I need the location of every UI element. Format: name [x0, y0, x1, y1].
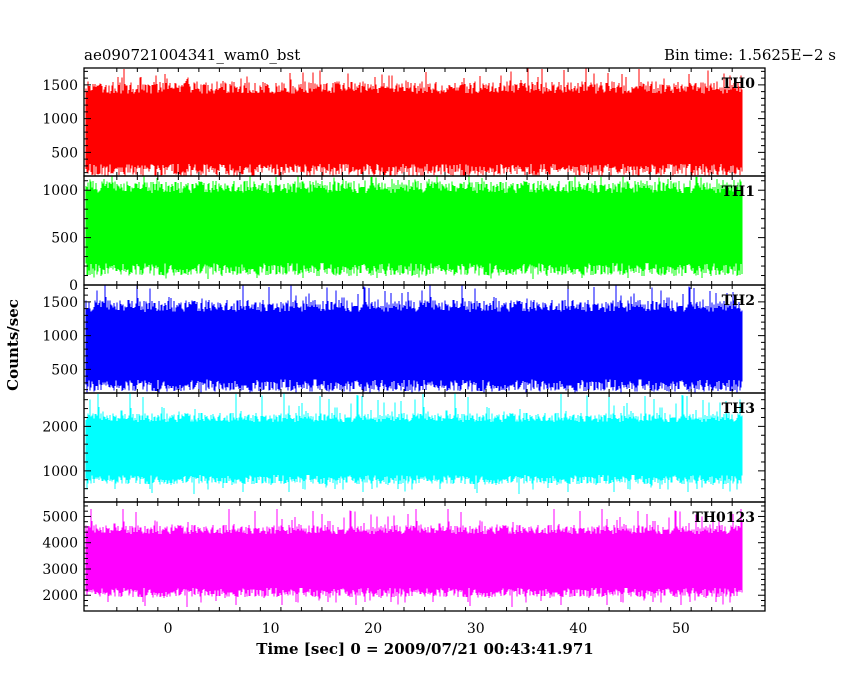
y-tick-label: 1500 — [42, 295, 78, 311]
panels-group: 500 1000 1500 TH0 0 500 1000 TH1 500 1000 1500 TH2 1… — [42, 67, 766, 612]
panel-label-th1: TH1 — [722, 184, 755, 200]
x-axis-title: Time [sec] 0 = 2009/07/21 00:43:41.971 — [256, 640, 593, 658]
y-tick-label: 1000 — [42, 112, 78, 128]
y-tick-label: 4000 — [42, 536, 78, 552]
y-tick-label: 500 — [51, 231, 78, 247]
plot-title-left: ae090721004341_wam0_bst — [84, 46, 300, 64]
series-trace-th3 — [85, 393, 743, 494]
y-tick-label: 0 — [69, 278, 78, 294]
panel-label-th2: TH2 — [722, 293, 755, 309]
x-tick-label: 0 — [164, 621, 173, 637]
panel-th0: 500 1000 1500 TH0 — [42, 67, 766, 177]
y-tick-label: 5000 — [42, 509, 78, 525]
series-trace-th0 — [85, 68, 743, 176]
series-trace-th2 — [85, 285, 743, 393]
panel-th1: 0 500 1000 TH1 — [42, 175, 766, 294]
y-tick-label: 2000 — [42, 588, 78, 604]
x-tick-label: 30 — [467, 621, 485, 637]
y-tick-label: 1500 — [42, 78, 78, 94]
series-trace-th1 — [85, 176, 743, 280]
y-tick-label: 1000 — [42, 183, 78, 199]
x-tick-label: 20 — [364, 621, 382, 637]
panel-th3: 1000 2000 TH3 — [42, 392, 766, 503]
panel-label-th0123: TH0123 — [692, 510, 755, 526]
y-tick-label: 500 — [51, 145, 78, 161]
x-tick-label: 50 — [672, 621, 690, 637]
panel-th2: 500 1000 1500 TH2 — [42, 284, 766, 394]
x-tick-label: 40 — [569, 621, 587, 637]
x-tick-label: 10 — [262, 621, 280, 637]
panel-label-th3: TH3 — [722, 401, 755, 417]
panel-label-th0: TH0 — [722, 76, 756, 92]
y-tick-label: 1000 — [42, 464, 78, 480]
y-tick-label: 3000 — [42, 562, 78, 578]
panel-th0123: 2000 3000 4000 5000 TH0123 — [42, 501, 766, 612]
y-axis-title: Counts/sec — [4, 299, 22, 391]
y-tick-label: 1000 — [42, 329, 78, 345]
y-tick-label: 500 — [51, 362, 78, 378]
x-axis: 0 10 20 30 40 50 — [164, 621, 690, 637]
plot-title-right: Bin time: 1.5625E−2 s — [664, 46, 836, 64]
y-tick-label: 2000 — [42, 419, 78, 435]
series-trace-th0123 — [85, 509, 743, 607]
